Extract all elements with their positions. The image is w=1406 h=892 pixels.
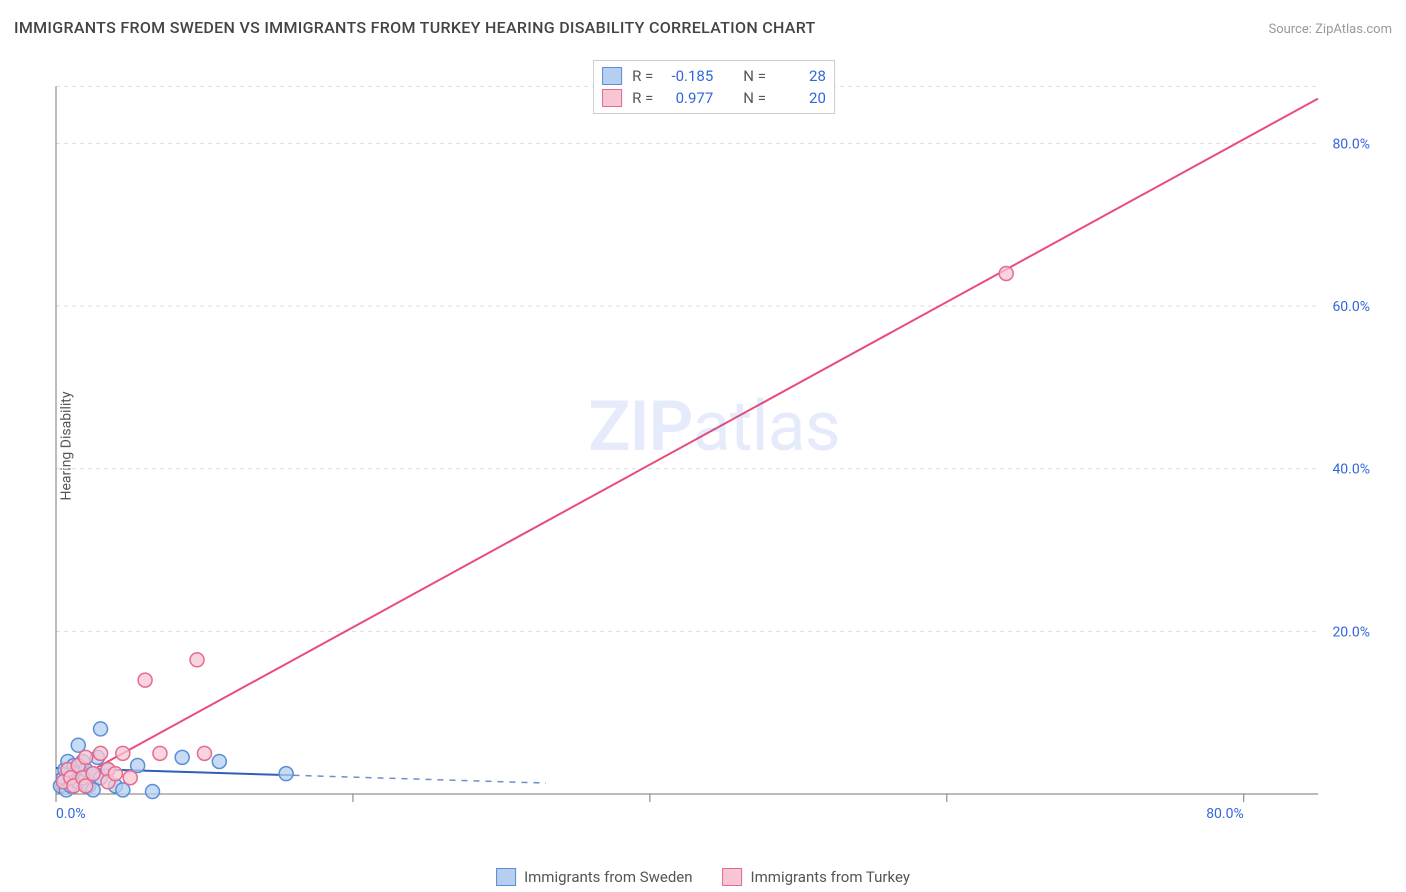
chart-header: IMMIGRANTS FROM SWEDEN VS IMMIGRANTS FRO… [14, 18, 1392, 37]
n-value-sweden: 28 [776, 65, 826, 87]
svg-text:60.0%: 60.0% [1332, 299, 1370, 315]
legend-row-sweden: R = -0.185 N = 28 [602, 65, 826, 87]
chart-source: Source: ZipAtlas.com [1268, 22, 1392, 37]
chart-svg: 0.0% 80.0% 20.0% 40.0% 60.0% 80.0% [50, 56, 1378, 828]
n-value-turkey: 20 [776, 87, 826, 109]
legend-bottom: Immigrants from Sweden Immigrants from T… [496, 868, 910, 886]
plot-area: 0.0%80.0%20.0%40.0%60.0%80.0% ZIPatlas R… [50, 56, 1378, 828]
r-value-turkey: 0.977 [663, 87, 713, 109]
legend-row-turkey: R = 0.977 N = 20 [602, 87, 826, 109]
swatch-turkey-icon [723, 868, 743, 886]
swatch-sweden [602, 67, 622, 85]
svg-text:0.0%: 0.0% [56, 806, 86, 822]
svg-text:80.0%: 80.0% [1332, 136, 1370, 152]
swatch-turkey [602, 89, 622, 107]
svg-text:80.0%: 80.0% [1206, 806, 1244, 822]
r-value-sweden: -0.185 [663, 65, 713, 87]
legend-item-sweden: Immigrants from Sweden [496, 868, 692, 886]
chart-title: IMMIGRANTS FROM SWEDEN VS IMMIGRANTS FRO… [14, 18, 816, 37]
swatch-sweden-icon [496, 868, 516, 886]
legend-item-turkey: Immigrants from Turkey [723, 868, 910, 886]
svg-text:40.0%: 40.0% [1332, 462, 1370, 478]
legend-stats: R = -0.185 N = 28 R = 0.977 N = 20 [593, 60, 835, 114]
svg-text:20.0%: 20.0% [1332, 624, 1370, 640]
